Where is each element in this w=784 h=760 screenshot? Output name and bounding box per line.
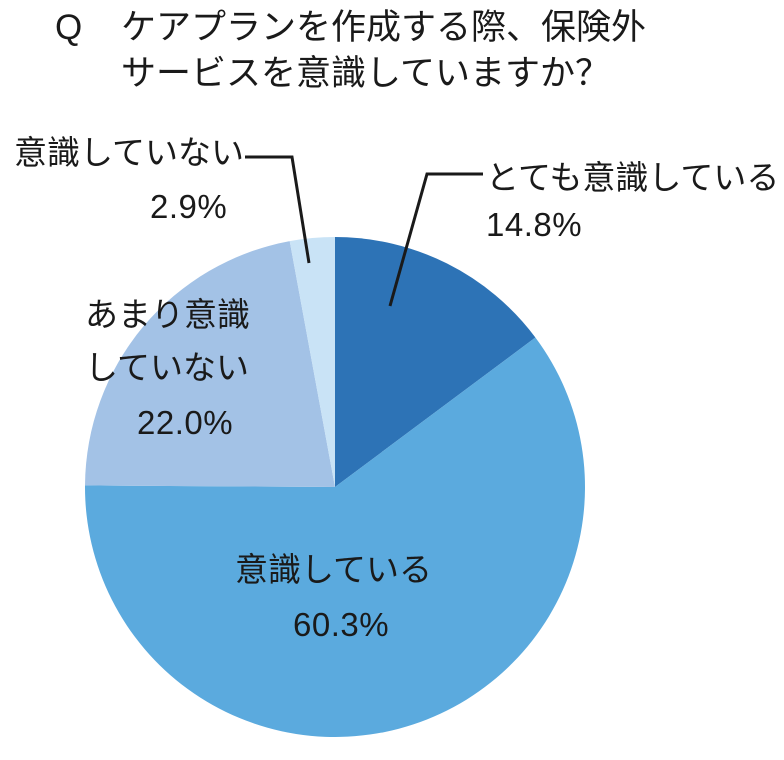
callout-label-not-aware: 意識していない (14, 134, 245, 171)
pie-slice-0 (335, 237, 536, 487)
chart-title-line-2: サービスを意識していますか？ (121, 54, 610, 93)
callout-label-somewhat-not-aware-line-1: あまり意識 (85, 296, 250, 333)
question-prefix: Q (55, 8, 83, 47)
callout-label-aware: 意識している (235, 551, 433, 588)
pie-slices (84, 237, 585, 737)
pie-slice-3 (289, 237, 335, 487)
leader-line-very-aware (388, 172, 483, 307)
callout-percent-aware: 60.3% (293, 606, 390, 643)
callout-label-somewhat-not-aware-line-2: していない (85, 349, 250, 386)
pie-slice-1 (84, 337, 585, 737)
callout-percent-somewhat-not-aware: 22.0% (137, 404, 234, 441)
callout-label-very-aware: とても意識している (486, 159, 780, 196)
pie-slice-2 (85, 241, 335, 487)
callout-percent-very-aware: 14.8% (486, 206, 583, 243)
leader-line-not-aware (245, 155, 311, 264)
chart-title-line-1: ケアプランを作成する際、保険外 (121, 8, 647, 47)
callout-percent-not-aware: 2.9% (150, 188, 228, 225)
